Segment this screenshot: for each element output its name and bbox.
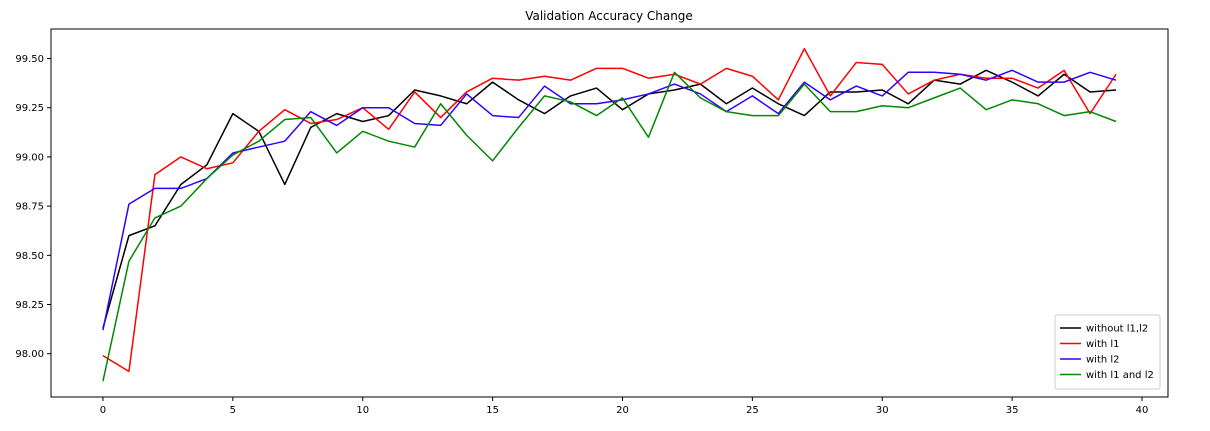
y-tick-label: 98.25 — [15, 300, 44, 311]
y-tick-label: 99.50 — [15, 54, 44, 65]
y-tick-label: 99.25 — [15, 103, 44, 114]
series-line-with-l2 — [102, 69, 1117, 331]
legend-label: with l1 — [1086, 339, 1120, 350]
x-tick-label: 20 — [616, 405, 629, 416]
series-line-with-l1-and-l2 — [102, 71, 1117, 382]
y-tick-label: 98.00 — [15, 349, 44, 360]
x-tick-label: 5 — [230, 405, 236, 416]
legend-box — [1054, 314, 1161, 390]
x-tick-label: 30 — [876, 405, 889, 416]
series-line-with-l1 — [102, 47, 1117, 373]
series-line-without-l1-l2 — [102, 69, 1117, 329]
series-layer — [102, 47, 1117, 382]
y-tick-label: 98.75 — [15, 202, 44, 213]
chart-title: Validation Accuracy Change — [525, 9, 693, 23]
x-tick-label: 35 — [1006, 405, 1019, 416]
legend-label: with l1 and l2 — [1086, 370, 1154, 381]
y-tick-label: 99.00 — [15, 152, 44, 163]
x-tick-label: 40 — [1136, 405, 1149, 416]
x-tick-label: 0 — [100, 405, 106, 416]
legend-label: without l1,l2 — [1086, 324, 1148, 335]
legend-label: with l2 — [1086, 355, 1120, 366]
plot-frame — [50, 28, 1169, 398]
legend: without l1,l2 with l1 with l2 with l1 and l… — [1054, 314, 1161, 390]
axes-layer: 0 5 10 15 20 25 30 35 40 98.00 98.25 98.50 98.75 99.0… — [15, 54, 1148, 416]
x-tick-label: 25 — [746, 405, 759, 416]
x-tick-label: 10 — [356, 405, 369, 416]
x-tick-label: 15 — [486, 405, 499, 416]
y-tick-label: 98.50 — [15, 251, 44, 262]
